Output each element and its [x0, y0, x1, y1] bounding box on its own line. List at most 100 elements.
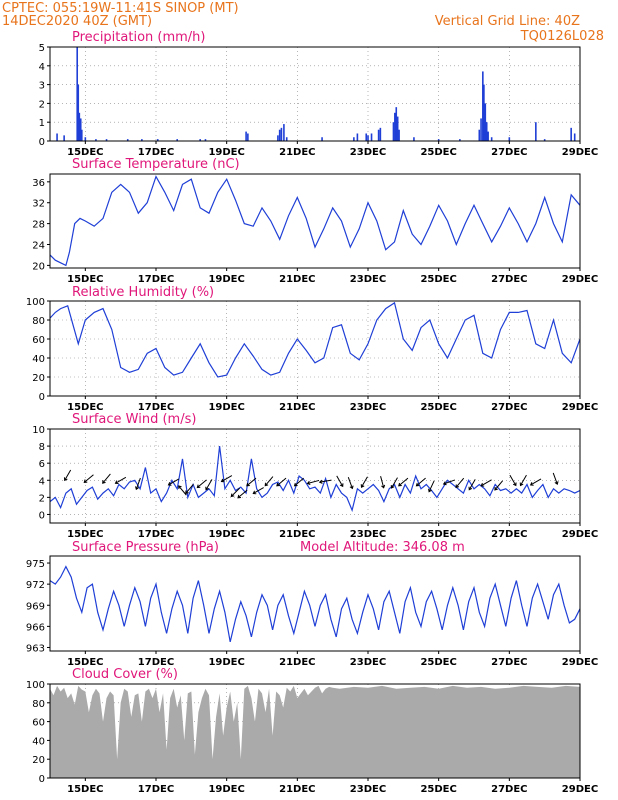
temp-xtick-label: 17DEC — [138, 274, 174, 285]
cloud-ytick-label: 100 — [26, 680, 45, 691]
cloud-ytick-label: 80 — [32, 699, 45, 710]
psfc-xtick-label: 27DEC — [491, 657, 527, 668]
precip-ytick-label: 1 — [39, 118, 45, 129]
header-grid-line: Vertical Grid Line: 40Z — [435, 14, 580, 29]
psfc-xtick-label: 17DEC — [138, 657, 174, 668]
rh-xtick-label: 29DEC — [562, 402, 598, 413]
rh-title: Relative Humidity (%) — [72, 285, 214, 300]
rh-frame — [49, 300, 581, 397]
precip-bar — [156, 139, 159, 141]
temp-frame — [49, 173, 581, 269]
precip-bar — [278, 129, 281, 141]
temp-title: Surface Temperature (nC) — [72, 157, 240, 172]
precip-bar — [437, 139, 440, 141]
rh-panel: 0 20 40 60 80 100 15DEC 17DEC 19DEC 21DEC 23DEC 25D… — [26, 297, 598, 413]
temp-xtick-label: 23DEC — [350, 274, 386, 285]
wind-arrow — [63, 469, 72, 482]
wind-arrow — [360, 476, 368, 488]
wind-frame — [49, 428, 581, 524]
psfc-xtick-label: 25DEC — [420, 657, 456, 668]
wind-arrow — [494, 480, 503, 491]
header-station: CPTEC: 055:19W-11:41S SINOP (MT) — [2, 1, 239, 16]
precip-bar — [63, 135, 65, 141]
wind-arrow — [318, 479, 332, 484]
wind-arrow — [276, 477, 287, 487]
precip-bar — [126, 139, 129, 141]
wind-arrow — [135, 477, 141, 491]
precip-bar — [490, 137, 493, 141]
psfc-ytick-label: 972 — [26, 580, 45, 591]
cloud-panel: 0 20 40 60 80 100 15DEC 17DEC 19DEC 21DEC 23DEC 25D… — [26, 680, 598, 795]
psfc-frame — [49, 555, 581, 652]
precip-bar — [573, 133, 576, 141]
precip-bar — [396, 116, 399, 141]
temp-xtick-label: 25DEC — [420, 274, 456, 285]
precip-xtick-label: 15DEC — [67, 147, 103, 158]
wind-arrow — [306, 479, 320, 486]
wind-ytick-label: 2 — [39, 493, 45, 504]
temp-xtick-label: 15DEC — [67, 274, 103, 285]
precip-bar — [478, 129, 481, 141]
rh-xtick-label: 27DEC — [491, 402, 527, 413]
rh-xtick-label: 21DEC — [279, 402, 315, 413]
rh-ytick-label: 40 — [32, 354, 45, 365]
cloud-title: Cloud Cover (%) — [72, 667, 178, 682]
wind-arrow — [293, 477, 305, 487]
rh-ytick-label: 60 — [32, 335, 45, 346]
wind-panel: 0 2 4 6 8 10 15DEC 17DEC 19DEC 21DEC 23DEC 25DEC 27D… — [32, 425, 598, 540]
wind-xtick-label: 29DEC — [562, 529, 598, 540]
wind-arrow — [347, 477, 354, 490]
precip-bar — [176, 139, 178, 141]
precip-bar — [199, 139, 201, 141]
wind-ytick-label: 8 — [39, 442, 45, 453]
cloud-frame — [49, 683, 581, 779]
psfc-xtick-label: 15DEC — [67, 657, 103, 668]
cloud-ytick-label: 60 — [32, 718, 45, 729]
wind-xtick-label: 19DEC — [208, 529, 244, 540]
wind-ytick-label: 4 — [39, 476, 45, 487]
wind-arrow — [480, 479, 492, 487]
wind-arrow — [529, 478, 542, 486]
precip-bar — [370, 133, 373, 141]
precip-bar — [570, 127, 572, 141]
header-date: 14DEC2020 40Z (GMT) — [2, 14, 152, 29]
psfc-ytick-label: 966 — [26, 622, 45, 633]
rh-xtick-label: 15DEC — [67, 402, 103, 413]
precip-xtick-label: 23DEC — [350, 147, 386, 158]
rh-ytick-label: 80 — [32, 316, 45, 327]
wind-arrow — [519, 474, 527, 487]
cloud-xtick-label: 17DEC — [138, 784, 174, 795]
temp-xtick-label: 21DEC — [279, 274, 315, 285]
precip-ytick-label: 2 — [39, 99, 45, 110]
precip-panel: 0 1 2 3 4 5 15DEC 17DEC 19DEC 21DEC 23DEC 25DEC 27DE… — [39, 43, 599, 158]
precip-bar — [394, 112, 396, 141]
cloud-xtick-label: 19DEC — [208, 784, 244, 795]
precip-bar — [356, 133, 359, 141]
wind-ytick-label: 0 — [39, 510, 45, 521]
wind-xtick-label: 15DEC — [67, 529, 103, 540]
wind-ytick-label: 6 — [39, 459, 45, 470]
wind-arrow — [205, 479, 213, 491]
psfc-xtick-label: 19DEC — [208, 657, 244, 668]
precip-xtick-label: 19DEC — [208, 147, 244, 158]
precip-ytick-label: 4 — [39, 62, 45, 73]
cloud-xtick-label: 21DEC — [279, 784, 315, 795]
temp-ytick-label: 28 — [32, 220, 45, 231]
wind-arrow — [390, 477, 398, 489]
cloud-xtick-label: 29DEC — [562, 784, 598, 795]
wind-arrow — [380, 476, 386, 489]
rh-ytick-label: 0 — [39, 392, 45, 403]
precip-bar — [76, 47, 79, 141]
psfc-panel: 963 966 969 972 975 15DEC 17DEC 19DEC 21DEC 23DEC… — [26, 555, 598, 668]
pressure-title: Surface Pressure (hPa) — [72, 540, 219, 555]
precip-bar — [247, 133, 249, 141]
precip-xtick-label: 21DEC — [279, 147, 315, 158]
precip-title: Precipitation (mm/h) — [72, 30, 205, 45]
wind-arrow — [468, 479, 476, 491]
precip-bar — [395, 107, 398, 141]
wind-xtick-label: 23DEC — [350, 529, 386, 540]
wind-xtick-label: 21DEC — [279, 529, 315, 540]
precip-bar — [79, 118, 82, 141]
precip-bar — [413, 137, 415, 141]
psfc-xtick-label: 23DEC — [350, 657, 386, 668]
